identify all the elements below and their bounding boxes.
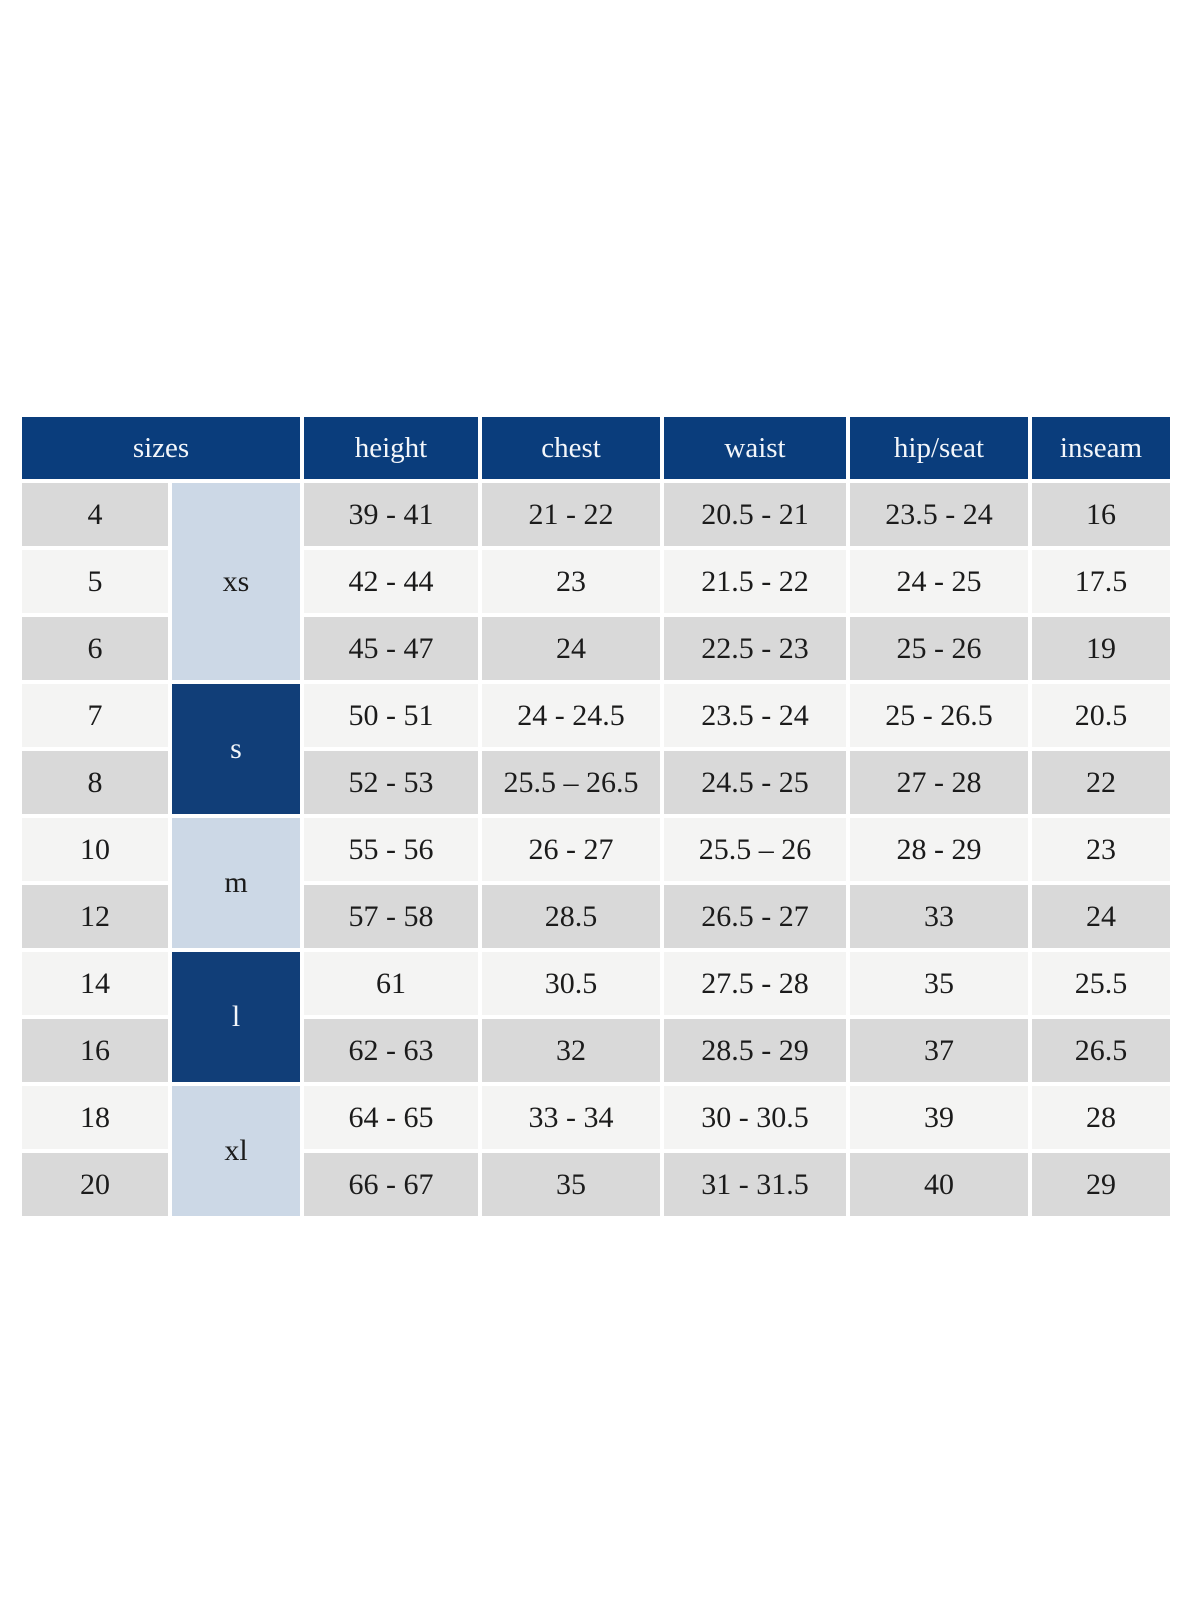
size-number-cell: 20 [22, 1153, 168, 1216]
hip-seat-cell: 25 - 26 [850, 617, 1028, 680]
waist-cell: 20.5 - 21 [664, 483, 846, 546]
chest-cell: 28.5 [482, 885, 660, 948]
size-number-cell: 18 [22, 1086, 168, 1149]
height-cell: 55 - 56 [304, 818, 478, 881]
chest-cell: 33 - 34 [482, 1086, 660, 1149]
chest-cell: 35 [482, 1153, 660, 1216]
waist-cell: 22.5 - 23 [664, 617, 846, 680]
chest-cell: 23 [482, 550, 660, 613]
height-cell: 45 - 47 [304, 617, 478, 680]
size-chart: sizes height chest waist hip/seat inseam… [18, 413, 1174, 1220]
waist-cell: 24.5 - 25 [664, 751, 846, 814]
table-row-size-7: 7 s 50 - 51 24 - 24.5 23.5 - 24 25 - 26.5 20.5 [22, 684, 1170, 814]
size-number-cell: 14 [22, 952, 168, 1015]
table-row-size-8: 8 52 - 53 25.5 – 26.5 24.5 - 25 27 - 28 22 [22, 751, 1170, 814]
height-cell: 66 - 67 [304, 1153, 478, 1216]
hip-seat-cell: 35 [850, 952, 1028, 1015]
inseam-cell: 22 [1032, 751, 1170, 814]
inseam-cell: 17.5 [1032, 550, 1170, 613]
hip-seat-cell: 33 [850, 885, 1028, 948]
inseam-cell: 16 [1032, 483, 1170, 546]
inseam-cell: 25.5 [1032, 952, 1170, 1015]
hip-seat-cell: 27 - 28 [850, 751, 1028, 814]
column-header-chest: chest [482, 417, 660, 479]
inseam-cell: 20.5 [1032, 684, 1170, 747]
table-row-size-4: 4 xs 39 - 41 21 - 22 20.5 - 21 23.5 - 24 16 [22, 483, 1170, 680]
chest-cell: 24 - 24.5 [482, 684, 660, 747]
height-cell: 52 - 53 [304, 751, 478, 814]
table-row-size-16: 16 62 - 63 32 28.5 - 29 37 26.5 [22, 1019, 1170, 1082]
table-row-size-20: 20 66 - 67 35 31 - 31.5 40 29 [22, 1153, 1170, 1216]
waist-cell: 21.5 - 22 [664, 550, 846, 613]
column-header-sizes: sizes [22, 417, 300, 479]
inseam-cell: 19 [1032, 617, 1170, 680]
chest-cell: 30.5 [482, 952, 660, 1015]
hip-seat-cell: 23.5 - 24 [850, 483, 1028, 546]
inseam-cell: 23 [1032, 818, 1170, 881]
chest-cell: 24 [482, 617, 660, 680]
size-group-cell-m: m [172, 818, 300, 948]
size-number-cell: 12 [22, 885, 168, 948]
waist-cell: 30 - 30.5 [664, 1086, 846, 1149]
size-table-body: 4 xs 39 - 41 21 - 22 20.5 - 21 23.5 - 24 16 5 42… [22, 483, 1170, 1216]
waist-cell: 28.5 - 29 [664, 1019, 846, 1082]
table-row-size-18: 18 xl 64 - 65 33 - 34 30 - 30.5 39 28 [22, 1086, 1170, 1216]
size-number-cell: 7 [22, 684, 168, 747]
waist-cell: 26.5 - 27 [664, 885, 846, 948]
height-cell: 62 - 63 [304, 1019, 478, 1082]
inseam-cell: 26.5 [1032, 1019, 1170, 1082]
inseam-cell: 24 [1032, 885, 1170, 948]
chest-cell: 25.5 – 26.5 [482, 751, 660, 814]
chest-cell: 21 - 22 [482, 483, 660, 546]
inseam-cell: 29 [1032, 1153, 1170, 1216]
hip-seat-cell: 28 - 29 [850, 818, 1028, 881]
size-group-cell-xl: xl [172, 1086, 300, 1216]
column-header-inseam: inseam [1032, 417, 1170, 479]
chest-cell: 26 - 27 [482, 818, 660, 881]
table-row-size-10: 10 m 55 - 56 26 - 27 25.5 – 26 28 - 29 23 [22, 818, 1170, 948]
waist-cell: 31 - 31.5 [664, 1153, 846, 1216]
hip-seat-cell: 24 - 25 [850, 550, 1028, 613]
waist-cell: 25.5 – 26 [664, 818, 846, 881]
size-number-cell: 8 [22, 751, 168, 814]
height-cell: 61 [304, 952, 478, 1015]
height-cell: 42 - 44 [304, 550, 478, 613]
hip-seat-cell: 39 [850, 1086, 1028, 1149]
header-row: sizes height chest waist hip/seat inseam [22, 417, 1170, 479]
table-row-size-5: 5 42 - 44 23 21.5 - 22 24 - 25 17.5 [22, 550, 1170, 613]
size-number-cell: 5 [22, 550, 168, 613]
waist-cell: 23.5 - 24 [664, 684, 846, 747]
height-cell: 39 - 41 [304, 483, 478, 546]
height-cell: 57 - 58 [304, 885, 478, 948]
height-cell: 50 - 51 [304, 684, 478, 747]
size-number-cell: 16 [22, 1019, 168, 1082]
column-header-height: height [304, 417, 478, 479]
hip-seat-cell: 40 [850, 1153, 1028, 1216]
size-number-cell: 10 [22, 818, 168, 881]
size-group-cell-s: s [172, 684, 300, 814]
hip-seat-cell: 37 [850, 1019, 1028, 1082]
table-row-size-14: 14 l 61 30.5 27.5 - 28 35 25.5 [22, 952, 1170, 1082]
inseam-cell: 28 [1032, 1086, 1170, 1149]
size-chart-table: sizes height chest waist hip/seat inseam… [18, 413, 1174, 1220]
table-row-size-6: 6 45 - 47 24 22.5 - 23 25 - 26 19 [22, 617, 1170, 680]
size-group-cell-l: l [172, 952, 300, 1082]
height-cell: 64 - 65 [304, 1086, 478, 1149]
chest-cell: 32 [482, 1019, 660, 1082]
size-number-cell: 6 [22, 617, 168, 680]
waist-cell: 27.5 - 28 [664, 952, 846, 1015]
column-header-hip-seat: hip/seat [850, 417, 1028, 479]
size-number-cell: 4 [22, 483, 168, 546]
table-row-size-12: 12 57 - 58 28.5 26.5 - 27 33 24 [22, 885, 1170, 948]
column-header-waist: waist [664, 417, 846, 479]
hip-seat-cell: 25 - 26.5 [850, 684, 1028, 747]
size-group-cell-xs: xs [172, 483, 300, 680]
